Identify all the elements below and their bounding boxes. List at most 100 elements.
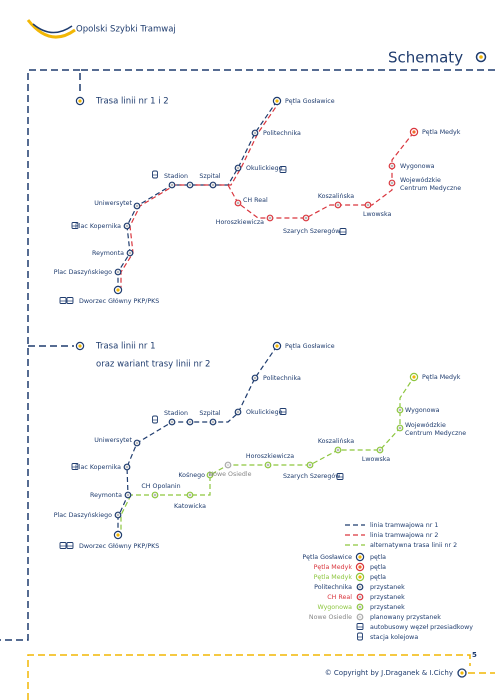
bus-icon (71, 463, 79, 470)
stop-label: Plac Daszyńskiego (54, 268, 112, 276)
stop-core (125, 465, 129, 469)
stop-core (188, 420, 192, 424)
stop-core (236, 166, 240, 170)
bus-icon (66, 297, 74, 304)
stop-core (358, 615, 362, 619)
stop-core (390, 181, 394, 185)
stop-label: Wojewódzkie (400, 176, 441, 184)
legend-desc: stacja kolejowa (370, 634, 418, 641)
stop-core (390, 164, 394, 168)
bus-icon (356, 623, 364, 630)
stop-label: Politechnika (263, 130, 301, 137)
stop-label: Horoszkiewicza (216, 219, 264, 226)
stop-core (358, 555, 362, 559)
stop-core (336, 448, 340, 452)
legend-desc: przystanek (370, 584, 405, 591)
logo (26, 19, 76, 39)
legend-desc: pętla (370, 564, 386, 571)
bus-icon (279, 166, 287, 173)
route-line (227, 131, 415, 219)
stop-label: CH Opolanin (141, 483, 180, 490)
train-icon (152, 170, 158, 179)
stop-label: Plac Kopernika (75, 223, 121, 230)
stop-core (188, 493, 192, 497)
stop-core (135, 204, 139, 208)
stop-core (358, 605, 362, 609)
stop-core (116, 533, 120, 537)
stop-core (236, 410, 240, 414)
section-title: Schematy (388, 49, 463, 67)
stop-core (135, 441, 139, 445)
stop-core (412, 130, 416, 134)
stop-core (304, 216, 308, 220)
train-icon (357, 632, 363, 641)
legend-stop: Pętla Gosławice (302, 554, 352, 561)
legend-label: linia tramwajowa nr 1 (370, 522, 438, 529)
stop-label: Dworzec Główny PKP/PKS (79, 297, 159, 305)
stop-core (208, 473, 212, 477)
legend-stop: Nowe Osiedle (309, 614, 352, 621)
stop-core (253, 376, 257, 380)
stop-core (78, 344, 82, 348)
legend-desc: przystanek (370, 604, 405, 611)
legend-label: linia tramwajowa nr 2 (370, 532, 438, 539)
train-icon (152, 415, 158, 424)
stop-label: Szpital (199, 410, 220, 417)
stop-label: Dworzec Główny PKP/PKS (79, 542, 159, 550)
route-line (117, 345, 278, 535)
stop-label: Kośnego (178, 471, 205, 479)
stop-label: CH Real (243, 197, 268, 204)
stop-label: Centrum Medyczne (400, 185, 461, 192)
stop-core (211, 183, 215, 187)
route-line (120, 494, 132, 535)
stop-core (116, 270, 120, 274)
stop-label: Uniwersytet (94, 437, 132, 444)
stop-core (358, 595, 362, 599)
stop-core (358, 565, 362, 569)
stop-label: Politechnika (263, 375, 301, 382)
stop-core (253, 131, 257, 135)
bus-icon (339, 228, 347, 235)
copyright: © Copyright by J.Draganek & I.Cichy (325, 669, 453, 677)
frame (0, 69, 495, 700)
stop-label: Centrum Medyczne (405, 430, 466, 437)
stop-core (116, 288, 120, 292)
stop-core (366, 203, 370, 207)
stop-label: Katowicka (174, 503, 206, 510)
stop-label: Horoszkiewicza (246, 453, 294, 460)
page-number: 5 (472, 651, 477, 659)
stop-core (211, 420, 215, 424)
bus-icon (66, 542, 74, 549)
legend-desc: pętla (370, 554, 386, 561)
stop-label: Szpital (199, 173, 220, 180)
legend-stop: Pętla Medyk (314, 574, 353, 581)
stop-core (170, 420, 174, 424)
stop-label: Okulickiego (246, 165, 283, 172)
stop-core (275, 99, 279, 103)
brand: Opolski Szybki Tramwaj (76, 25, 176, 35)
bus-icon (336, 473, 344, 480)
stop-core (226, 463, 230, 467)
bus-icon (59, 542, 67, 549)
stop-label: Pętla Medyk (422, 129, 461, 136)
diagram-title: Trasa linii nr 1 i 2 (95, 97, 169, 107)
stop-label: Reymonta (92, 250, 124, 257)
stop-label: Plac Daszyńskiego (54, 511, 112, 519)
stop-core (78, 99, 82, 103)
bus-icon (71, 222, 79, 229)
legend-desc: autobusowy węzeł przesiadkowy (370, 624, 473, 631)
route-line (117, 100, 278, 290)
stop-core (268, 216, 272, 220)
legend-desc: przystanek (370, 594, 405, 601)
bus-icon (279, 408, 287, 415)
legend-label: alternatywna trasa linii nr 2 (370, 542, 457, 549)
stop-core (116, 513, 120, 517)
stop-core (275, 344, 279, 348)
bus-icon (59, 297, 67, 304)
stop-label: Lwowska (363, 211, 391, 218)
section-dot-core (479, 55, 483, 59)
stop-core (126, 493, 130, 497)
stop-core (153, 493, 157, 497)
stop-core (188, 183, 192, 187)
